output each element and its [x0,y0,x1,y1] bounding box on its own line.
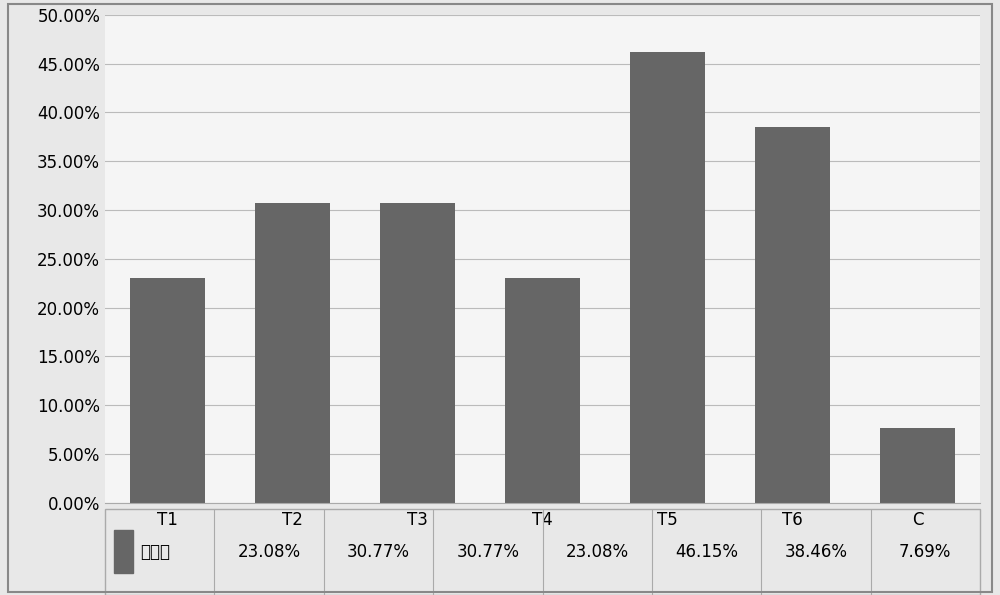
Text: 38.46%: 38.46% [784,543,847,561]
Bar [880,428,955,503]
Text: 发情率: 发情率 [140,543,170,561]
Text: 30.77%: 30.77% [456,543,519,561]
Bar [505,277,580,503]
Text: 7.69%: 7.69% [899,543,952,561]
Bar [130,277,205,503]
Bar [755,127,830,503]
Bar [255,202,330,503]
Bar [114,530,133,574]
Bar [630,52,705,503]
Text: 23.08%: 23.08% [238,543,301,561]
Text: 46.15%: 46.15% [675,543,738,561]
Bar [380,202,455,503]
Text: 30.77%: 30.77% [347,543,410,561]
Text: 23.08%: 23.08% [566,543,629,561]
